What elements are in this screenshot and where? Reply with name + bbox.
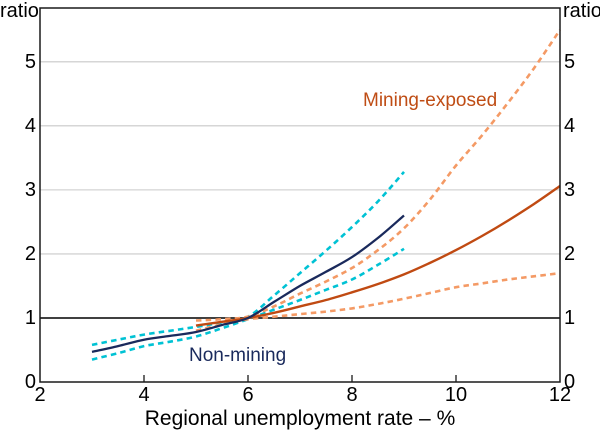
y-tick-label-right-5: 5 [564, 50, 576, 73]
x-axis-title: Regional unemployment rate – % [144, 407, 456, 430]
x-tick-label-10: 10 [444, 384, 468, 406]
y-tick-label-right-4: 4 [564, 114, 576, 137]
y-tick-label-right-0: 0 [564, 371, 576, 393]
y-tick-label-left-5: 5 [24, 50, 36, 73]
series-label-non-mining: Non-mining [189, 345, 287, 366]
series-mining-exposed [195, 185, 561, 327]
y-tick-label-left-4: 4 [24, 114, 36, 137]
y-tick-label-left-2: 2 [24, 242, 36, 265]
plot-frame [39, 7, 561, 383]
x-tick-label-2: 2 [34, 384, 46, 406]
x-tick-label-4: 4 [138, 384, 150, 406]
series-non-mining-lower-band [91, 247, 405, 361]
x-tick-label-6: 6 [242, 384, 254, 406]
x-tick-label-8: 8 [346, 384, 358, 406]
y-tick-label-right-3: 3 [564, 178, 576, 201]
y-tick-label-left-0: 0 [24, 371, 36, 393]
series-mining-exposed-lower-band [195, 271, 561, 333]
y-axis-unit-left: ratio [0, 0, 39, 22]
y-tick-label-right-2: 2 [564, 242, 576, 265]
y-tick-label-left-1: 1 [24, 306, 36, 329]
y-axis-unit-right: ratio [563, 0, 600, 22]
y-tick-label-left-3: 3 [24, 178, 36, 201]
x-tick-label-12: 12 [548, 384, 572, 406]
series-mining-exposed-upper-band [195, 29, 562, 322]
series-non-mining [91, 214, 405, 354]
y-tick-label-right-1: 1 [564, 306, 576, 329]
series-label-mining-exposed: Mining-exposed [363, 90, 498, 111]
